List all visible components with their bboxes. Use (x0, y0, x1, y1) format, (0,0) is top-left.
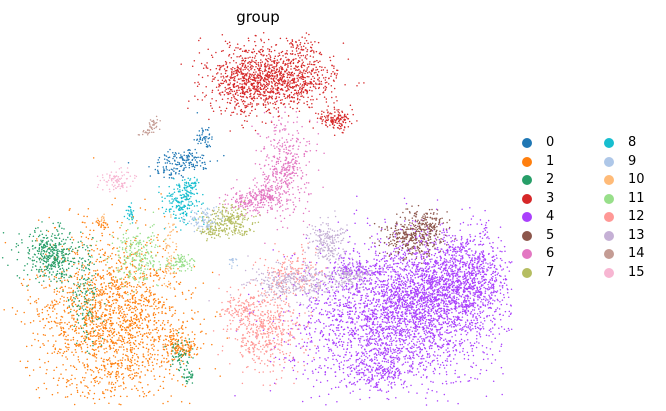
cluster-points-8 (123, 176, 209, 231)
legend-marker-13 (604, 230, 614, 241)
legend-marker-3 (522, 193, 532, 204)
legend-marker-10 (604, 175, 614, 185)
cluster-points-14 (137, 115, 161, 136)
legend-marker-4 (522, 212, 532, 222)
legend-label-13: 13 (628, 227, 645, 243)
legend-label-9: 9 (628, 153, 637, 169)
legend-marker-14 (604, 249, 614, 259)
legend-label-5: 5 (546, 227, 555, 243)
legend-marker-0 (522, 138, 532, 148)
legend-label-12: 12 (628, 209, 645, 224)
legend-marker-9 (604, 156, 614, 167)
legend-marker-15 (604, 267, 614, 278)
cluster-points-9 (182, 205, 239, 269)
cluster-points-1 (3, 157, 229, 406)
cluster-points-6 (211, 92, 325, 245)
legend-label-4: 4 (546, 209, 555, 224)
cluster-points-0 (127, 112, 225, 179)
legend-label-6: 6 (546, 246, 555, 261)
cluster-points-7 (195, 200, 261, 242)
legend-marker-5 (522, 230, 532, 241)
cluster-points-4 (234, 195, 513, 406)
legend-marker-2 (522, 175, 532, 185)
cluster-points-12 (212, 242, 327, 387)
chart-title: group (236, 8, 280, 26)
cluster-points-10 (95, 213, 178, 289)
cluster-points-11 (91, 211, 196, 296)
legend-label-3: 3 (546, 190, 555, 206)
legend-label-0: 0 (546, 135, 555, 150)
legend-label-14: 14 (628, 246, 645, 261)
legend-label-8: 8 (628, 135, 637, 150)
legend-label-11: 11 (628, 190, 645, 206)
cluster-points-13 (208, 210, 389, 313)
legend-label-10: 10 (628, 172, 645, 187)
cluster-points-5 (369, 204, 456, 265)
legend-label-1: 1 (546, 153, 555, 169)
cluster-points-2 (1, 221, 194, 385)
legend-label-2: 2 (546, 172, 555, 187)
legend-marker-8 (604, 138, 614, 148)
legend-marker-11 (604, 193, 614, 204)
legend-marker-12 (604, 212, 614, 222)
legend-label-15: 15 (628, 264, 645, 280)
legend-marker-7 (522, 267, 532, 278)
legend-marker-1 (522, 156, 532, 167)
legend-label-7: 7 (546, 264, 555, 280)
cluster-points-15 (96, 160, 138, 193)
legend-marker-6 (522, 249, 532, 259)
cluster-points-3 (180, 31, 365, 137)
umap-scatter-plot (1, 31, 513, 406)
